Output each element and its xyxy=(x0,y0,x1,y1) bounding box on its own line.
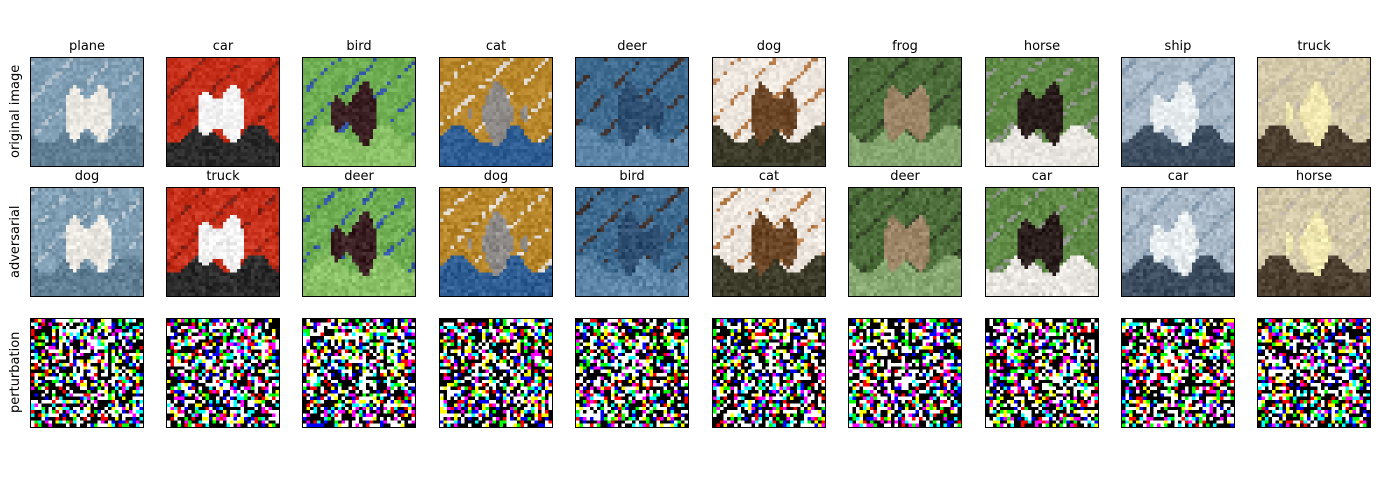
row-label-original: original image xyxy=(8,64,23,158)
adversarial-image-pixels xyxy=(986,188,1098,296)
original-label-1: car xyxy=(212,39,234,54)
perturbation-image-pixels xyxy=(167,319,279,427)
adversarial-image-pixels xyxy=(167,188,279,296)
original-label-0: plane xyxy=(68,39,106,54)
original-image-horse xyxy=(985,57,1099,167)
original-label-6: frog xyxy=(892,39,918,54)
adversarial-label-4: bird xyxy=(619,169,645,184)
original-label-4: deer xyxy=(617,39,647,54)
perturbation-image-pixels xyxy=(713,319,825,427)
original-image-ship xyxy=(1121,57,1235,167)
perturbation-image-deer xyxy=(575,318,689,428)
perturbation-image-plane xyxy=(30,318,144,428)
original-image-pixels xyxy=(1258,58,1370,166)
original-label-2: bird xyxy=(346,39,372,54)
original-label-5: dog xyxy=(756,39,782,54)
original-label-9: truck xyxy=(1297,39,1331,54)
row-label-adversarial: adversarial xyxy=(8,204,23,278)
perturbation-image-dog xyxy=(712,318,826,428)
adversarial-image-horse xyxy=(985,187,1099,297)
perturbation-image-horse xyxy=(985,318,1099,428)
adversarial-image-truck xyxy=(1257,187,1371,297)
original-image-pixels xyxy=(303,58,415,166)
original-image-pixels xyxy=(31,58,143,166)
perturbation-image-pixels xyxy=(986,319,1098,427)
adversarial-image-pixels xyxy=(440,188,552,296)
adversarial-label-1: truck xyxy=(206,169,240,184)
perturbation-image-car xyxy=(166,318,280,428)
row-label-perturbation: perturbation xyxy=(8,331,23,413)
adversarial-label-3: dog xyxy=(483,169,509,184)
perturbation-image-truck xyxy=(1257,318,1371,428)
adversarial-label-2: deer xyxy=(344,169,374,184)
adversarial-image-pixels xyxy=(303,188,415,296)
perturbation-image-bird xyxy=(302,318,416,428)
perturbation-image-pixels xyxy=(31,319,143,427)
perturbation-image-pixels xyxy=(849,319,961,427)
original-label-7: horse xyxy=(1023,39,1061,54)
perturbation-image-pixels xyxy=(440,319,552,427)
original-image-pixels xyxy=(440,58,552,166)
perturbation-image-pixels xyxy=(303,319,415,427)
adversarial-image-pixels xyxy=(849,188,961,296)
perturbation-image-ship xyxy=(1121,318,1235,428)
adversarial-image-frog xyxy=(848,187,962,297)
adversarial-image-pixels xyxy=(1122,188,1234,296)
adversarial-image-pixels xyxy=(576,188,688,296)
perturbation-image-pixels xyxy=(1258,319,1370,427)
perturbation-image-cat xyxy=(439,318,553,428)
original-image-dog xyxy=(712,57,826,167)
adversarial-image-pixels xyxy=(713,188,825,296)
adversarial-label-9: horse xyxy=(1295,169,1333,184)
adversarial-image-bird xyxy=(302,187,416,297)
adversarial-image-ship xyxy=(1121,187,1235,297)
perturbation-image-pixels xyxy=(576,319,688,427)
adversarial-image-cat xyxy=(439,187,553,297)
original-image-frog xyxy=(848,57,962,167)
original-image-pixels xyxy=(713,58,825,166)
adversarial-image-car xyxy=(166,187,280,297)
adversarial-label-8: car xyxy=(1167,169,1189,184)
adversarial-image-pixels xyxy=(31,188,143,296)
original-image-bird xyxy=(302,57,416,167)
adversarial-label-6: deer xyxy=(890,169,920,184)
original-image-pixels xyxy=(986,58,1098,166)
original-label-8: ship xyxy=(1164,39,1192,54)
perturbation-image-pixels xyxy=(1122,319,1234,427)
original-image-pixels xyxy=(576,58,688,166)
original-image-cat xyxy=(439,57,553,167)
original-image-pixels xyxy=(167,58,279,166)
adversarial-label-0: dog xyxy=(74,169,100,184)
adversarial-label-5: cat xyxy=(758,169,780,184)
original-image-pixels xyxy=(849,58,961,166)
adversarial-image-dog xyxy=(712,187,826,297)
adversarial-image-pixels xyxy=(1258,188,1370,296)
original-image-plane xyxy=(30,57,144,167)
original-image-pixels xyxy=(1122,58,1234,166)
original-image-car xyxy=(166,57,280,167)
original-label-3: cat xyxy=(485,39,507,54)
original-image-truck xyxy=(1257,57,1371,167)
perturbation-image-frog xyxy=(848,318,962,428)
adversarial-label-7: car xyxy=(1031,169,1053,184)
adversarial-image-deer xyxy=(575,187,689,297)
original-image-deer xyxy=(575,57,689,167)
adversarial-image-plane xyxy=(30,187,144,297)
